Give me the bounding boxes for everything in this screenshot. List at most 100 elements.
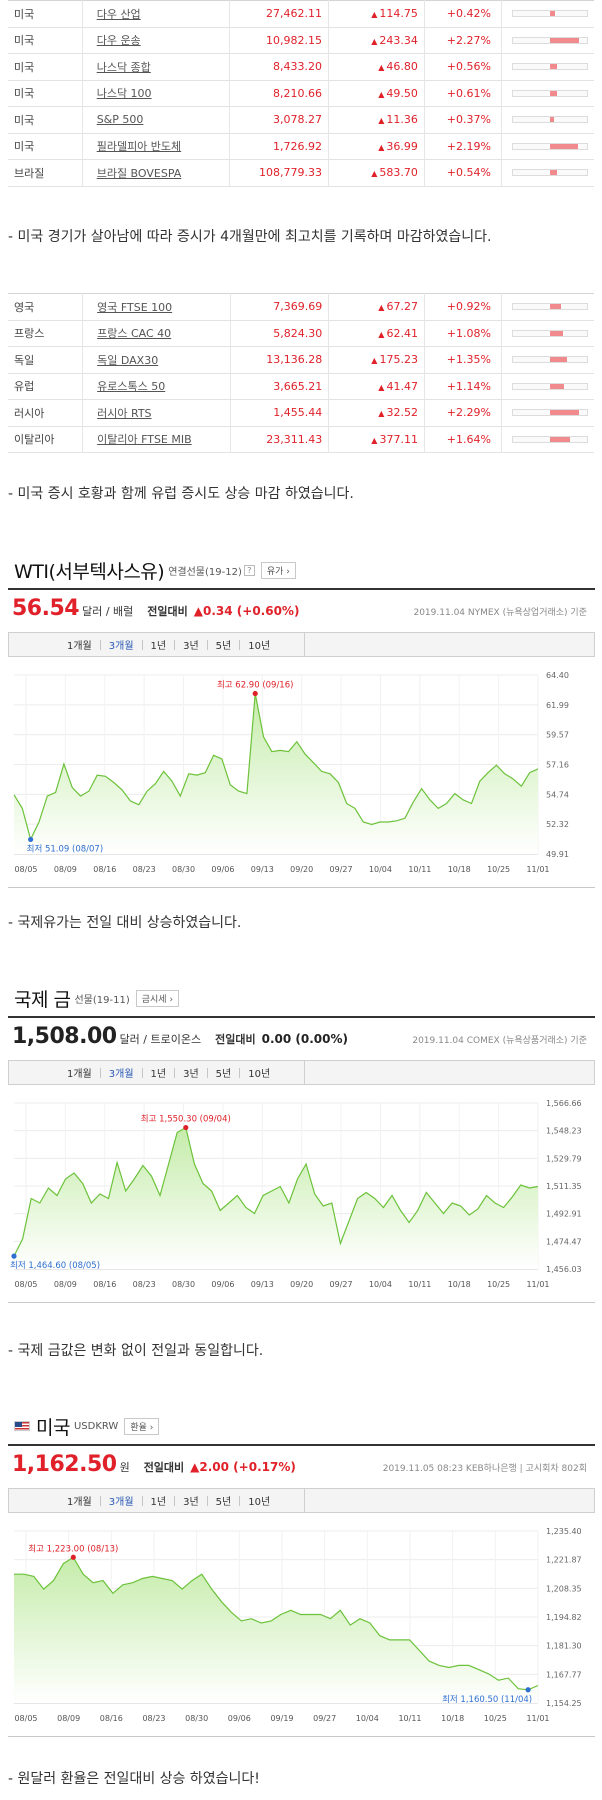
up-arrow-icon: ▲ (378, 116, 385, 126)
help-icon[interactable]: ? (243, 564, 255, 576)
index-percent: +1.64% (424, 426, 502, 453)
period-tab[interactable]: 5년 (215, 641, 232, 652)
gold-period-tabs: 1개월 3개월 1년 3년 5년 10년 (8, 1060, 595, 1085)
index-link[interactable]: 다우 운송 (96, 34, 141, 48)
x-tick-label: 08/30 (172, 1280, 195, 1289)
up-arrow-icon: ▲ (371, 435, 378, 445)
index-value: 23,311.43 (230, 426, 330, 453)
period-tab[interactable]: 3개월 (108, 641, 134, 652)
change-bar (511, 36, 588, 44)
index-change: ▲ 62.41 (328, 320, 425, 347)
change-bar-cell (501, 159, 594, 187)
gold-panel: 국제 금 선물(19-11) 금시세 › 1,508.00 달러 / 트로이온스… (8, 978, 595, 1316)
index-percent: +1.35% (424, 346, 502, 374)
x-tick-label: 08/16 (93, 865, 116, 874)
change-bar-cell (501, 293, 594, 321)
period-tab[interactable]: 10년 (248, 1497, 271, 1508)
index-link[interactable]: 나스닥 100 (96, 87, 152, 101)
index-link[interactable]: 유로스톡스 50 (97, 380, 166, 394)
x-tick-label: 08/23 (142, 1714, 165, 1723)
country-cell: 미국 (8, 106, 83, 134)
usd-source: 2019.11.05 08:23 KEB하나은행 | 고시회차 802회 (382, 1464, 587, 1474)
up-arrow-icon: ▲ (378, 142, 385, 152)
y-tick-label: 57.16 (546, 761, 569, 770)
up-arrow-icon: ▲ (371, 36, 378, 46)
y-tick-label: 52.32 (546, 820, 569, 829)
x-tick-label: 09/27 (330, 865, 353, 874)
period-tab[interactable]: 3개월 (108, 1069, 134, 1080)
period-tab[interactable]: 1개월 (67, 1069, 92, 1080)
change-bar-fill (549, 330, 564, 336)
period-tab[interactable]: 1년 (150, 641, 167, 652)
index-link[interactable]: 러시아 RTS (97, 406, 152, 420)
index-link[interactable]: 이탈리아 FTSE MIB (97, 433, 192, 447)
period-tab[interactable]: 1개월 (67, 641, 92, 652)
index-value: 1,455.44 (230, 399, 330, 427)
tab-separator (206, 639, 208, 650)
index-change-value: 114.75 (379, 7, 418, 21)
change-bar-cell (501, 426, 594, 453)
x-tick-label: 08/30 (185, 1714, 208, 1723)
period-tab[interactable]: 3년 (183, 1497, 199, 1508)
x-tick-label: 10/25 (487, 1280, 510, 1289)
index-value: 1,726.92 (229, 133, 329, 160)
change-bar-cell (501, 346, 594, 374)
x-tick-label: 09/27 (313, 1714, 336, 1723)
wti-link-button[interactable]: 유가 › (260, 561, 296, 579)
period-tab[interactable]: 3년 (183, 1069, 199, 1080)
change-bar (511, 63, 588, 71)
up-arrow-icon: ▲ (371, 356, 378, 366)
wti-title-row: WTI(서부텍사스유) 연결선물(19-12) ? 유가 › (14, 556, 296, 584)
series-line (14, 1556, 539, 1691)
usd-title-row: 미국 USDKRW 환율 › (14, 1412, 160, 1440)
period-tab[interactable]: 5년 (215, 1069, 232, 1080)
index-link[interactable]: S&P 500 (96, 113, 144, 127)
change-bar (511, 435, 588, 443)
index-percent: +0.37% (424, 106, 502, 134)
change-bar-fill (549, 170, 557, 176)
x-tick-label: 08/23 (133, 865, 156, 874)
period-tab[interactable]: 3년 (183, 641, 199, 652)
tab-separator (99, 639, 101, 650)
index-link[interactable]: 영국 FTSE 100 (97, 300, 173, 314)
usd-link-button[interactable]: 환율 › (124, 1417, 160, 1435)
y-tick-label: 1,194.82 (546, 1613, 582, 1622)
tab-separator (141, 1067, 143, 1078)
index-link[interactable]: 필라델피아 반도체 (96, 140, 182, 154)
index-change: ▲ 46.80 (328, 53, 425, 81)
index-link[interactable]: 프랑스 CAC 40 (97, 327, 172, 341)
period-tab[interactable]: 1개월 (67, 1497, 92, 1508)
low-marker (525, 1687, 531, 1693)
change-bar-fill (549, 304, 562, 310)
period-tab[interactable]: 1년 (150, 1497, 167, 1508)
change-bar-cell (501, 106, 594, 134)
change-bar (511, 142, 588, 150)
tab-separator (206, 1067, 208, 1078)
gold-link-button[interactable]: 금시세 › (135, 989, 180, 1007)
index-link[interactable]: 브라질 BOVESPA (96, 166, 182, 180)
tab-separator (239, 1495, 241, 1506)
period-tab[interactable]: 1년 (150, 1069, 167, 1080)
gold-note: - 국제 금값은 변화 없이 전일과 동일합니다. (8, 1343, 264, 1359)
period-tab[interactable]: 10년 (248, 1069, 271, 1080)
title-divider (8, 1444, 595, 1446)
tab-separator (206, 1495, 208, 1506)
change-bar (511, 382, 588, 390)
period-tab[interactable]: 5년 (215, 1497, 232, 1508)
wti-subtitle: 연결선물(19-12) (168, 566, 242, 578)
y-tick-label: 1,548.23 (546, 1127, 582, 1136)
index-link[interactable]: 독일 DAX30 (97, 353, 159, 367)
change-bar-fill (549, 143, 578, 149)
index-change-value: 49.50 (386, 86, 418, 100)
usd-price-line: 1,162.50 원 전일대비 ▲2.00 (+0.17%) 2019.11.0… (12, 1452, 587, 1480)
index-link[interactable]: 나스닥 종합 (96, 60, 151, 74)
period-tab[interactable]: 3개월 (108, 1497, 134, 1508)
gold-change: 0.00 (0.00%) (261, 1032, 348, 1046)
index-name-cell: S&P 500 (82, 106, 231, 134)
us-index-table: 미국 다우 산업 27,462.11 ▲ 114.75 +0.42% 미국 다우 운송 10,9… (8, 0, 594, 187)
period-tab[interactable]: 10년 (248, 641, 271, 652)
index-link[interactable]: 다우 산업 (96, 7, 141, 21)
index-percent: +0.54% (424, 159, 502, 187)
low-label: 최저 51.09 (08/07) (27, 843, 104, 854)
country-cell: 미국 (8, 133, 83, 160)
